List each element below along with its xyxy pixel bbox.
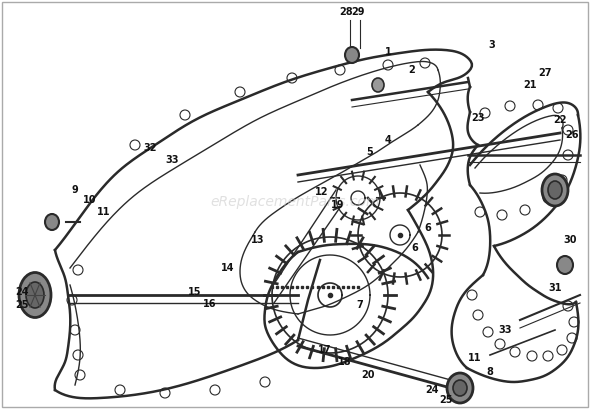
Text: 24: 24	[425, 385, 439, 395]
Text: 17: 17	[318, 345, 332, 355]
Ellipse shape	[345, 47, 359, 63]
Text: 19: 19	[331, 200, 345, 210]
Ellipse shape	[557, 256, 573, 274]
Text: 5: 5	[366, 147, 373, 157]
Text: 13: 13	[251, 235, 265, 245]
Ellipse shape	[548, 181, 562, 199]
Text: 27: 27	[538, 68, 552, 78]
Text: 3: 3	[489, 40, 496, 50]
Text: 25: 25	[15, 300, 29, 310]
Text: 20: 20	[361, 370, 375, 380]
Text: 7: 7	[356, 300, 363, 310]
Text: 6: 6	[412, 243, 418, 253]
Text: 23: 23	[471, 113, 485, 123]
Ellipse shape	[453, 380, 467, 396]
Text: 26: 26	[565, 130, 579, 140]
Text: 12: 12	[315, 187, 329, 197]
Ellipse shape	[542, 174, 568, 206]
Text: 22: 22	[553, 115, 567, 125]
Text: 10: 10	[83, 195, 97, 205]
Text: 14: 14	[221, 263, 235, 273]
Ellipse shape	[19, 272, 51, 317]
Text: 32: 32	[143, 143, 157, 153]
Text: 25: 25	[439, 395, 453, 405]
Text: 18: 18	[338, 357, 352, 367]
Text: 8: 8	[487, 367, 493, 377]
Text: 11: 11	[97, 207, 111, 217]
Text: 33: 33	[498, 325, 512, 335]
Ellipse shape	[26, 282, 44, 308]
Text: eReplacementParts.com: eReplacementParts.com	[210, 195, 380, 209]
Ellipse shape	[45, 214, 59, 230]
Text: 2: 2	[409, 65, 415, 75]
Text: 21: 21	[523, 80, 537, 90]
Text: 29: 29	[351, 7, 365, 17]
Ellipse shape	[447, 373, 473, 403]
Text: 9: 9	[71, 185, 78, 195]
Text: 1: 1	[385, 47, 391, 57]
Text: 16: 16	[203, 299, 217, 309]
Text: 11: 11	[468, 353, 482, 363]
Text: 6: 6	[425, 223, 431, 233]
Text: 4: 4	[385, 135, 391, 145]
Text: 24: 24	[15, 287, 29, 297]
Ellipse shape	[372, 78, 384, 92]
Text: 28: 28	[339, 7, 353, 17]
Text: 31: 31	[548, 283, 562, 293]
Text: 15: 15	[188, 287, 202, 297]
Text: 30: 30	[563, 235, 577, 245]
Text: 33: 33	[165, 155, 179, 165]
